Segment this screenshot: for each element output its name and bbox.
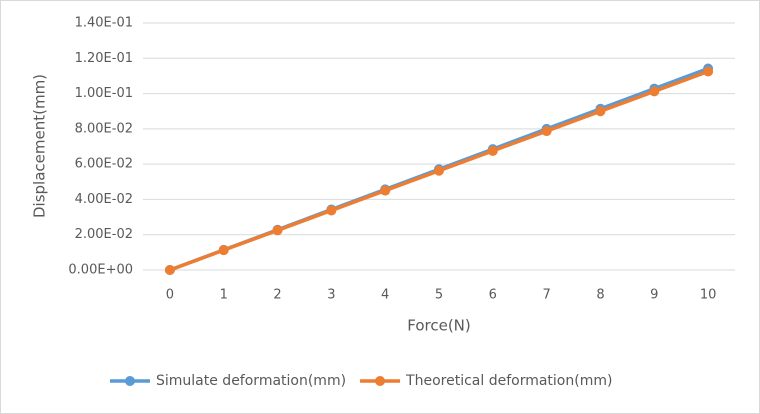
y-tick-label: 1.20E-01 (75, 51, 133, 66)
y-tick-label: 8.00E-02 (75, 121, 133, 136)
x-tick-label: 2 (273, 288, 281, 303)
legend-marker (375, 376, 386, 386)
legend-text: Theoretical deformation(mm) (405, 373, 612, 389)
data-point (487, 145, 498, 156)
data-point (649, 86, 660, 97)
y-tick-label: 1.00E-01 (75, 86, 133, 101)
x-tick-label: 10 (700, 288, 717, 303)
data-point (541, 126, 552, 137)
data-point (380, 185, 391, 196)
x-tick-label: 1 (220, 288, 228, 303)
y-tick-label: 1.40E-01 (75, 16, 133, 31)
y-tick-label: 2.00E-02 (75, 227, 133, 242)
data-point (326, 205, 337, 216)
data-point (218, 245, 229, 256)
x-tick-label: 0 (166, 288, 174, 303)
y-tick-label: 4.00E-02 (75, 192, 133, 207)
data-point (595, 106, 606, 117)
y-tick-label: 0.00E+00 (68, 263, 133, 278)
y-tick-label: 6.00E-02 (75, 157, 133, 172)
legend-text: Simulate deformation(mm) (156, 373, 346, 389)
x-tick-label: 7 (542, 288, 550, 303)
x-tick-label: 5 (435, 288, 443, 303)
data-point (272, 225, 283, 236)
y-axis-title: Displacement(mm) (31, 74, 49, 218)
x-tick-label: 4 (381, 288, 389, 303)
data-point (434, 165, 444, 176)
x-tick-label: 9 (650, 288, 658, 303)
x-tick-label: 8 (596, 288, 604, 303)
legend-marker (125, 376, 135, 386)
x-tick-label: 3 (327, 288, 335, 303)
x-tick-label: 6 (489, 288, 497, 303)
data-point (164, 265, 175, 275)
data-point (703, 66, 714, 77)
x-axis-title: Force(N) (407, 317, 471, 335)
